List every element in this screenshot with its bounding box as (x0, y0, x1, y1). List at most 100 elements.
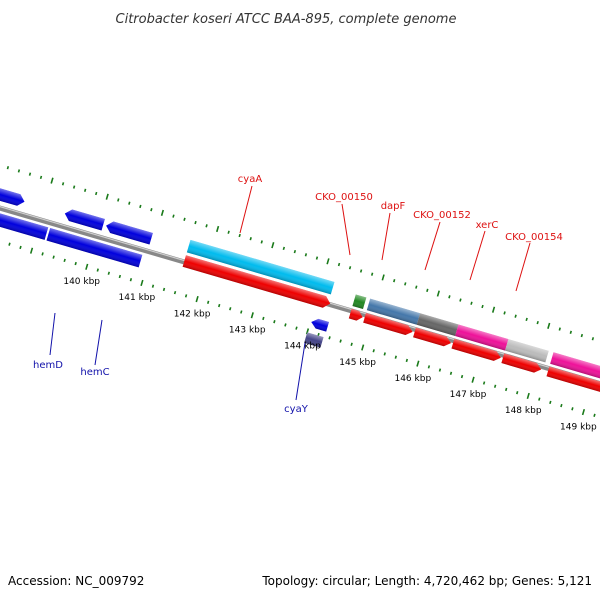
tick-mark (140, 279, 144, 287)
tick-label: 148 kbp (505, 406, 542, 416)
gene-CKO_00150[interactable] (352, 294, 367, 310)
tick-mark (151, 284, 155, 288)
tick-mark (493, 384, 497, 388)
tick-mark (526, 392, 530, 400)
tick-mark (162, 287, 166, 292)
bottom-labels: hemD hemC cyaY (33, 360, 309, 415)
topology-summary: Topology: circular; Length: 4,720,462 bp… (261, 574, 592, 588)
tick-mark (426, 288, 429, 293)
tick-mark (29, 247, 34, 254)
tick-mark (85, 263, 89, 270)
leader-hemD (49, 312, 56, 356)
tick-mark (238, 233, 241, 238)
tick-mark (571, 407, 574, 411)
tick-mark (404, 282, 407, 286)
tick-mark (118, 274, 122, 279)
leader-hemC (94, 319, 103, 366)
bottom-label-lines (49, 312, 306, 401)
tick-mark (273, 320, 276, 324)
gene-CKO_00154[interactable] (505, 339, 549, 363)
tick-mark (50, 177, 54, 184)
tick-mark (240, 310, 243, 314)
gene-xerC[interactable] (455, 324, 509, 351)
tick-mark (361, 344, 365, 351)
map-title: Citrobacter koseri ATCC BAA-895, complet… (116, 12, 457, 27)
tick-mark (295, 326, 298, 330)
tick-mark (52, 255, 55, 259)
tick-mark (206, 300, 210, 304)
cds-xerC[interactable] (451, 338, 502, 363)
tick-mark (215, 225, 220, 233)
gene-CKO_00152[interactable] (416, 313, 459, 336)
leader-xerC (469, 230, 486, 281)
tick-mark (83, 188, 87, 192)
tick-mark (74, 261, 77, 266)
label-dapF[interactable]: dapF (381, 201, 406, 212)
cds-cyaA[interactable] (182, 255, 332, 309)
tick-mark (482, 381, 486, 385)
tick-mark (6, 166, 10, 170)
gene-hemX-outer[interactable] (104, 220, 153, 245)
tick-mark (558, 327, 561, 331)
tick-mark (227, 230, 230, 234)
tick-mark (560, 403, 563, 408)
label-CKO_00150[interactable]: CKO_00150 (315, 192, 373, 203)
tick-mark (593, 413, 596, 417)
tick-label: 147 kbp (450, 390, 487, 400)
leader-cyaA (239, 185, 253, 234)
gene-hemD-outer[interactable] (0, 182, 26, 207)
gene-cyaY[interactable] (310, 317, 329, 332)
tick-mark (516, 391, 519, 395)
tick-mark (525, 317, 528, 322)
label-cyaA[interactable]: cyaA (238, 174, 263, 185)
tick-mark (282, 246, 286, 251)
cds-CKO_00152[interactable] (413, 327, 452, 348)
tick-mark (293, 249, 297, 254)
tick-mark (416, 360, 420, 367)
tick-row-inner (8, 242, 596, 417)
label-CKO_00152[interactable]: CKO_00152 (413, 210, 471, 221)
gene-hemD-inner[interactable] (46, 227, 143, 268)
leader-dapF (381, 212, 391, 261)
gene-dapF[interactable] (366, 298, 421, 325)
gene-hemC-inner[interactable] (0, 205, 49, 240)
tick-mark (350, 342, 353, 346)
label-cyaY[interactable]: cyaY (284, 404, 309, 415)
map-strip: 140 kbp 141 kbp 142 kbp 143 kbp 144 kbp 145 k… (0, 166, 600, 432)
tick-mark (481, 304, 484, 309)
tick-mark (205, 224, 208, 228)
label-xerC[interactable]: xerC (476, 220, 499, 231)
label-hemD[interactable]: hemD (33, 360, 63, 371)
tick-mark (194, 220, 197, 225)
cds-CKO_00150[interactable] (348, 308, 364, 322)
cds-right-end[interactable] (546, 366, 600, 406)
tick-mark (470, 301, 473, 305)
tick-mark (536, 320, 539, 325)
gene-navy-small[interactable] (304, 332, 324, 348)
tick-mark (19, 245, 22, 250)
tick-mark (107, 271, 111, 275)
cds-CKO_00154[interactable] (501, 353, 542, 374)
tick-mark (538, 397, 541, 401)
tick-mark (229, 307, 232, 311)
tick-mark (250, 312, 254, 319)
tick-mark (503, 311, 506, 315)
tick-mark (438, 368, 442, 372)
tick-label: 142 kbp (174, 309, 211, 319)
gene-cyaA[interactable] (186, 239, 335, 295)
tick-label: 144 kbp (284, 342, 321, 352)
tick-mark (460, 374, 464, 379)
cds-dapF[interactable] (363, 313, 414, 337)
tick-mark (394, 355, 397, 359)
label-CKO_00154[interactable]: CKO_00154 (505, 232, 563, 243)
tick-mark (471, 376, 475, 383)
tick-mark (337, 262, 341, 267)
gene-hemC-outer[interactable] (63, 208, 105, 231)
tick-mark (547, 322, 551, 329)
tick-mark (514, 314, 517, 318)
tick-mark (39, 175, 43, 180)
tick-mark (262, 316, 265, 321)
tick-label: 146 kbp (394, 374, 431, 384)
tick-mark (129, 278, 133, 282)
label-hemC[interactable]: hemC (80, 367, 109, 378)
